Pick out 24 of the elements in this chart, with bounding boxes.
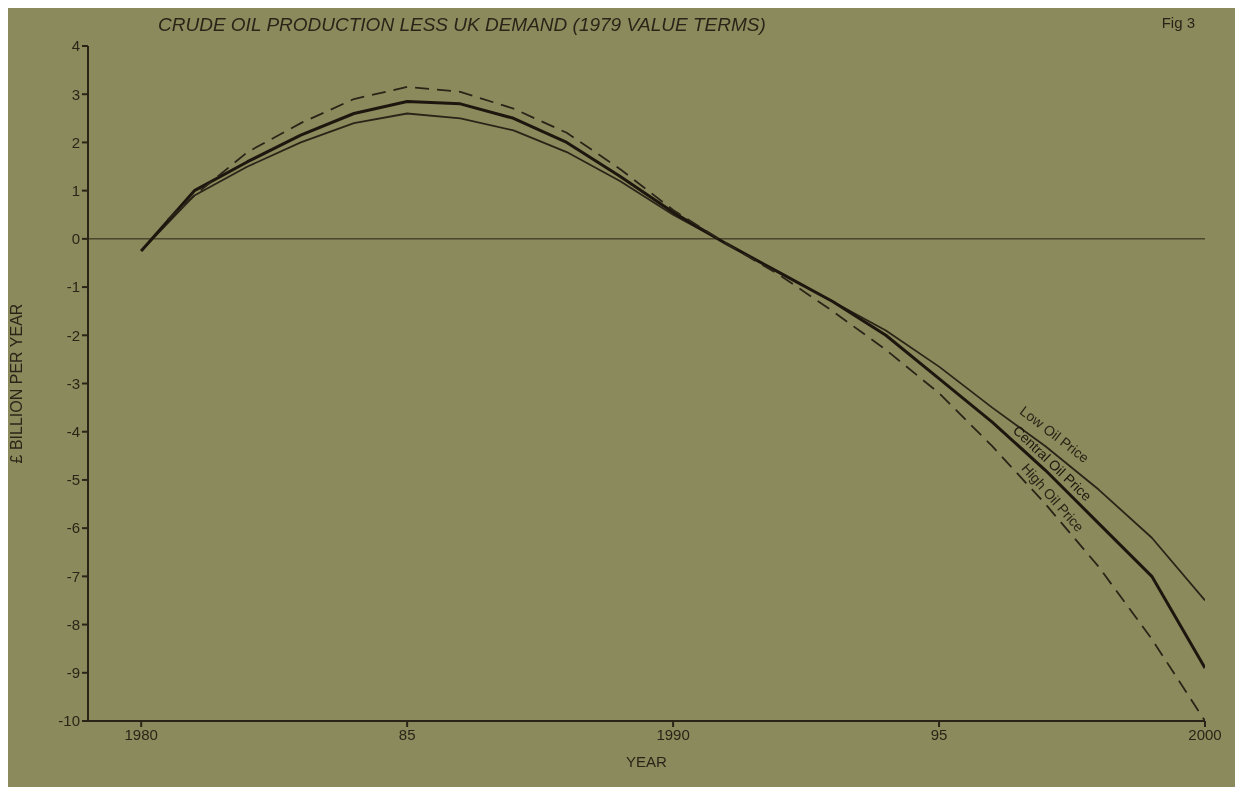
y-tick-label: 3 [71, 85, 80, 103]
x-tick-label: 85 [398, 725, 416, 743]
y-tick-label: 1 [71, 181, 80, 199]
y-tick-label: -5 [66, 471, 80, 489]
y-tick-label: -8 [66, 615, 80, 633]
x-axis-title: YEAR [626, 753, 668, 770]
y-axis-title: £ BILLION PER YEAR [7, 303, 25, 464]
y-tick-label: 4 [71, 37, 80, 55]
y-tick-label: -4 [66, 423, 80, 441]
y-tick-label: -6 [66, 519, 80, 537]
caption: Fig 3 [1161, 14, 1195, 33]
y-tick-label: -10 [58, 712, 80, 730]
x-tick-label: 2000 [1188, 725, 1222, 743]
chart-title: CRUDE OIL PRODUCTION LESS UK DEMAND (1979 VALUE TERMS) [158, 14, 766, 36]
y-tick-label: 0 [71, 230, 80, 248]
y-tick-label: -1 [66, 278, 80, 296]
y-tick-label: -9 [66, 664, 80, 682]
y-tick-label: 2 [71, 133, 80, 151]
y-tick-label: -7 [66, 567, 80, 585]
x-tick-label: 1990 [656, 725, 690, 743]
y-tick-label: -2 [66, 326, 80, 344]
y-tick-label: -3 [66, 374, 80, 392]
x-tick-label: 1980 [124, 725, 158, 743]
x-tick-label: 95 [930, 725, 948, 743]
